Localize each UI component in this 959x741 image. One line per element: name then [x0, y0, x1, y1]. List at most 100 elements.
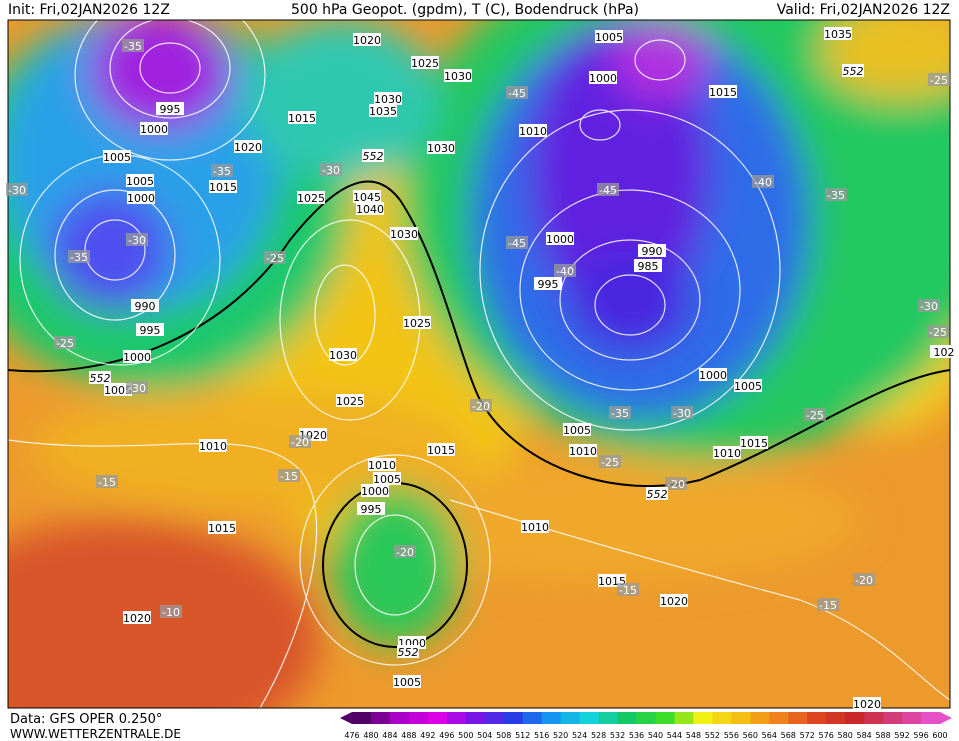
isobar-label: 1000 [361, 485, 389, 498]
isobar-label-box [660, 594, 688, 607]
isobar-label: 1030 [444, 70, 472, 83]
colorbar-swatch [541, 712, 562, 724]
isobar-label: 1025 [411, 57, 439, 70]
colorbar-tick-label: 512 [515, 731, 530, 740]
temperature-label-box [126, 233, 148, 246]
colorbar-swatch [769, 712, 789, 724]
isobar-label-box [546, 232, 574, 245]
isobar-label: 995 [361, 503, 382, 516]
colorbar-tick-label: 480 [363, 731, 378, 740]
isobar-label: 1010 [569, 445, 597, 458]
colorbar-tick-label: 500 [458, 731, 473, 740]
colorbar-tick-label: 540 [648, 731, 663, 740]
isobar-label-box [357, 502, 385, 515]
contour-label: 552 [363, 150, 384, 163]
temperature-label-box [122, 39, 144, 52]
colorbar-swatch [503, 712, 524, 724]
colorbar-tick-label: 572 [800, 731, 815, 740]
colorbar-tick-label: 600 [932, 731, 947, 740]
colorbar-swatch [712, 712, 732, 724]
isobar-label-box [199, 439, 227, 452]
isobar-label: 1030 [427, 142, 455, 155]
temperature-label-box [597, 183, 619, 196]
isobar-label: 1020 [353, 34, 381, 47]
isobar-label: 1010 [713, 447, 741, 460]
temperature-label-box [928, 73, 950, 86]
colorbar-swatch [560, 712, 581, 724]
isobar-label-box [353, 190, 381, 203]
isobar-label-box [374, 92, 402, 105]
isobar-label: 990 [135, 300, 156, 313]
isobar-label: 1030 [329, 349, 357, 362]
isobar-label-box [126, 174, 154, 187]
colorbar-swatch [427, 712, 448, 724]
temperature-label-box [470, 399, 492, 412]
temperature-label: -20 [291, 436, 309, 449]
temperature-label: -10 [162, 606, 180, 619]
isobar-label: 1020 [123, 612, 151, 625]
temperature-label-box [278, 469, 300, 482]
colorbar-swatch [674, 712, 694, 724]
colorbar-swatch [617, 712, 638, 724]
isobar-label-box [393, 675, 421, 688]
isobar-label-box [140, 122, 168, 135]
temperature-label-box [506, 86, 528, 99]
isobar-label: 1010 [368, 459, 396, 472]
isobar-label: 1015 [288, 112, 316, 125]
isobar-label-box [329, 348, 357, 361]
isobar-label-box [713, 446, 741, 459]
temperature-label: -20 [396, 546, 414, 559]
isobar-label: 1005 [595, 31, 623, 44]
temperature-label: -45 [508, 237, 526, 250]
colorbar-tick-label: 516 [534, 731, 549, 740]
isobar-label-box [123, 350, 151, 363]
colorbar-tick-label: 508 [496, 731, 511, 740]
colorbar-tick-label: 496 [439, 731, 454, 740]
isobar-label: 1000 [546, 233, 574, 246]
colorbar-tick-label: 568 [781, 731, 796, 740]
isobar-label: 1005 [126, 175, 154, 188]
temperature-label-box [126, 381, 148, 394]
temperature-label-box [804, 408, 826, 421]
colorbar-swatch [750, 712, 770, 724]
isobar-label: 1010 [199, 440, 227, 453]
isobar-label: 1005 [103, 151, 131, 164]
temperature-label-box [918, 299, 940, 312]
temperature-label: -35 [70, 251, 88, 264]
isobar-label-box [699, 368, 727, 381]
colorbar-tick-label: 484 [382, 731, 397, 740]
temperature-label-box [671, 406, 693, 419]
isobar-label: 995 [538, 278, 559, 291]
isobar-label-box [127, 191, 155, 204]
isobar-label: 1005 [563, 424, 591, 437]
isobar-label: 1020 [660, 595, 688, 608]
contour-label-box [646, 487, 668, 500]
temperature-label: -30 [128, 382, 146, 395]
colorbar-tick-label: 592 [894, 731, 909, 740]
isobar-label: 1005 [734, 380, 762, 393]
colorbar-tick-label: 564 [762, 731, 777, 740]
colorbar-swatch [352, 712, 372, 724]
isobar-label: 1005 [373, 473, 401, 486]
isobar-label: 1015 [709, 86, 737, 99]
temperature-label-box [54, 336, 76, 349]
isobar-label-box [411, 56, 439, 69]
isobar-label: 1020 [234, 141, 262, 154]
isobar-label-box [589, 71, 617, 84]
isobar-label-box [208, 521, 236, 534]
contour-label-box [842, 64, 864, 77]
isobar-label: 1025 [336, 395, 364, 408]
temperature-label: -20 [472, 400, 490, 413]
isobar-label-box [368, 458, 396, 471]
temperature-label: -40 [754, 176, 772, 189]
isobar-label: 1030 [390, 228, 418, 241]
isobar-label: 990 [642, 245, 663, 258]
colorbar-swatch [788, 712, 808, 724]
temperature-label: -20 [855, 574, 873, 587]
colorbar-swatch [446, 712, 467, 724]
temperature-label: -40 [556, 265, 574, 278]
colorbar-swatch [484, 712, 505, 724]
temperature-label: -30 [322, 164, 340, 177]
colorbar-tick-label: 536 [629, 731, 644, 740]
